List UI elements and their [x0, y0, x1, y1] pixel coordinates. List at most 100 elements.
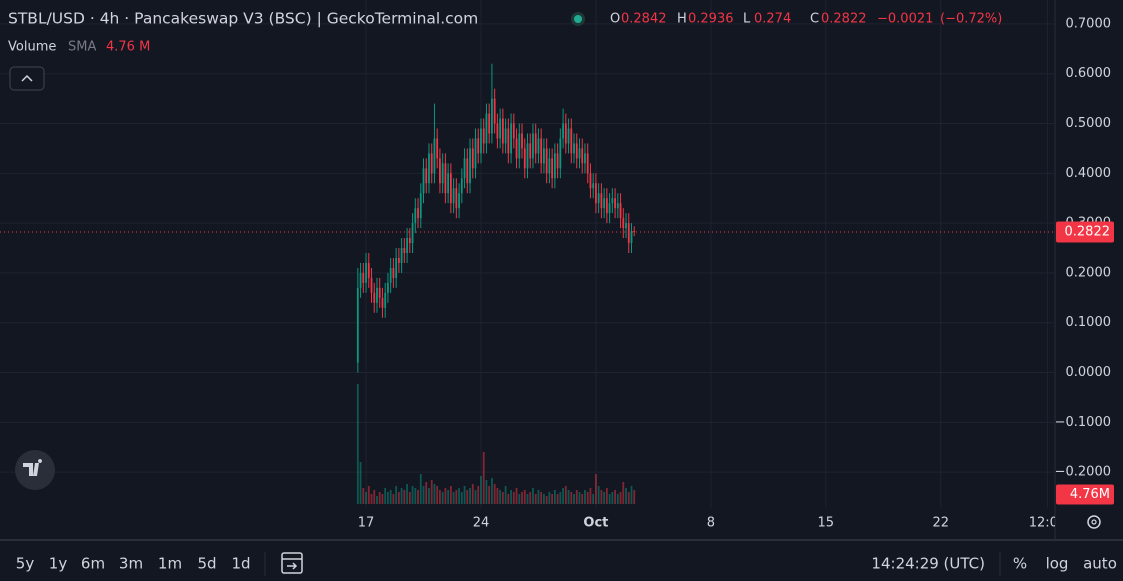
volume-bar: [452, 492, 455, 504]
y-tick-label: −0.2000: [1055, 465, 1111, 480]
x-tick-label: 17: [358, 516, 375, 531]
range-button[interactable]: 3m: [119, 555, 143, 573]
volume-bar: [493, 484, 496, 504]
clock: 14:24:29 (UTC): [871, 555, 985, 573]
collapse-button[interactable]: [9, 66, 45, 91]
range-button[interactable]: 5y: [16, 555, 35, 573]
candle-body: [395, 257, 398, 278]
volume-bar: [496, 488, 499, 504]
candle-body: [408, 238, 411, 244]
settings-icon: [1087, 515, 1101, 529]
candle-body: [384, 292, 387, 308]
candle-body: [543, 148, 545, 164]
candle-body: [480, 128, 482, 154]
volume-bar: [611, 492, 614, 504]
volume-sma-label: SMA: [68, 40, 96, 55]
candle-body: [567, 128, 570, 144]
volume-bar: [614, 490, 616, 504]
candle-body: [592, 183, 595, 189]
candle-body: [562, 123, 564, 139]
candle-body: [534, 133, 537, 154]
volume-bar: [515, 488, 518, 504]
candle-body: [414, 208, 417, 224]
range-button[interactable]: 1m: [158, 555, 182, 573]
candle-body: [370, 277, 373, 293]
candle-body: [556, 153, 559, 169]
volume-bar: [510, 490, 512, 504]
volume-bar: [584, 490, 586, 504]
candle-body: [529, 143, 532, 159]
range-button[interactable]: 1y: [49, 555, 68, 573]
volume-bar: [449, 486, 452, 504]
candle-body: [614, 198, 616, 209]
volume-bar: [540, 492, 543, 504]
candle-body: [551, 158, 554, 179]
range-button[interactable]: 1d: [231, 555, 250, 573]
candle-body: [441, 163, 444, 184]
candle-body: [605, 198, 608, 214]
log-toggle[interactable]: log: [1046, 555, 1069, 573]
candle-body: [356, 287, 359, 363]
candle-body: [477, 138, 480, 154]
candle-body: [510, 123, 512, 154]
calendar-icon: [281, 552, 303, 574]
settings-button[interactable]: [1087, 515, 1101, 529]
volume-bar: [395, 486, 398, 504]
volume-bar: [543, 494, 545, 504]
volume-bar: [595, 474, 597, 504]
volume-bar: [373, 490, 376, 504]
candle-body: [578, 148, 581, 159]
volume-bar: [387, 492, 389, 504]
volume-bar: [422, 486, 425, 504]
candle-body: [584, 153, 586, 164]
auto-toggle[interactable]: auto: [1083, 555, 1117, 573]
percent-toggle[interactable]: %: [1013, 555, 1027, 573]
range-button[interactable]: 5d: [197, 555, 216, 573]
volume-bar: [466, 490, 469, 504]
candle-body: [532, 133, 534, 159]
volume-bar: [471, 484, 474, 504]
volume-bar: [559, 492, 562, 504]
candle-body: [496, 123, 499, 139]
candle-body: [523, 148, 526, 169]
volume-bar: [521, 492, 523, 504]
volume-bar: [523, 490, 526, 504]
legend-open: 0.2842: [621, 12, 667, 27]
candle-body: [471, 148, 474, 169]
calendar-button[interactable]: [281, 552, 303, 574]
volume-bar: [384, 488, 387, 504]
candle-body: [376, 287, 378, 303]
volume-bar: [562, 488, 564, 504]
candle-body: [419, 193, 422, 219]
candle-body: [589, 173, 592, 189]
candle-body: [625, 223, 627, 229]
volume-bar: [608, 494, 611, 504]
volume-bar: [567, 490, 570, 504]
x-tick-label: Oct: [583, 516, 608, 531]
legend-c: C: [810, 12, 819, 27]
legend-change: −0.0021: [877, 12, 933, 27]
candle-body: [512, 123, 515, 139]
volume-bar: [592, 494, 595, 504]
volume-bar: [367, 486, 370, 504]
candle-body: [367, 262, 370, 278]
candle-body: [387, 282, 389, 293]
last-price-tag: [1056, 221, 1114, 243]
candle-body: [485, 113, 488, 144]
volume-bar: [370, 494, 373, 504]
candle-body: [491, 98, 493, 134]
volume-bar: [460, 492, 463, 504]
candle-body: [627, 223, 630, 244]
range-button[interactable]: 6m: [81, 555, 105, 573]
volume-bar: [534, 494, 537, 504]
candle-body: [365, 262, 367, 283]
volume-bar: [603, 492, 606, 504]
volume-bar: [428, 488, 430, 504]
y-tick-label: 0.5000: [1066, 116, 1112, 131]
y-tick-label: 0.0000: [1066, 365, 1112, 380]
volume-bar: [581, 494, 584, 504]
tv-logo[interactable]: [15, 450, 55, 490]
candle-body: [444, 163, 447, 194]
volume-bar: [507, 494, 510, 504]
candle-body: [403, 248, 406, 254]
